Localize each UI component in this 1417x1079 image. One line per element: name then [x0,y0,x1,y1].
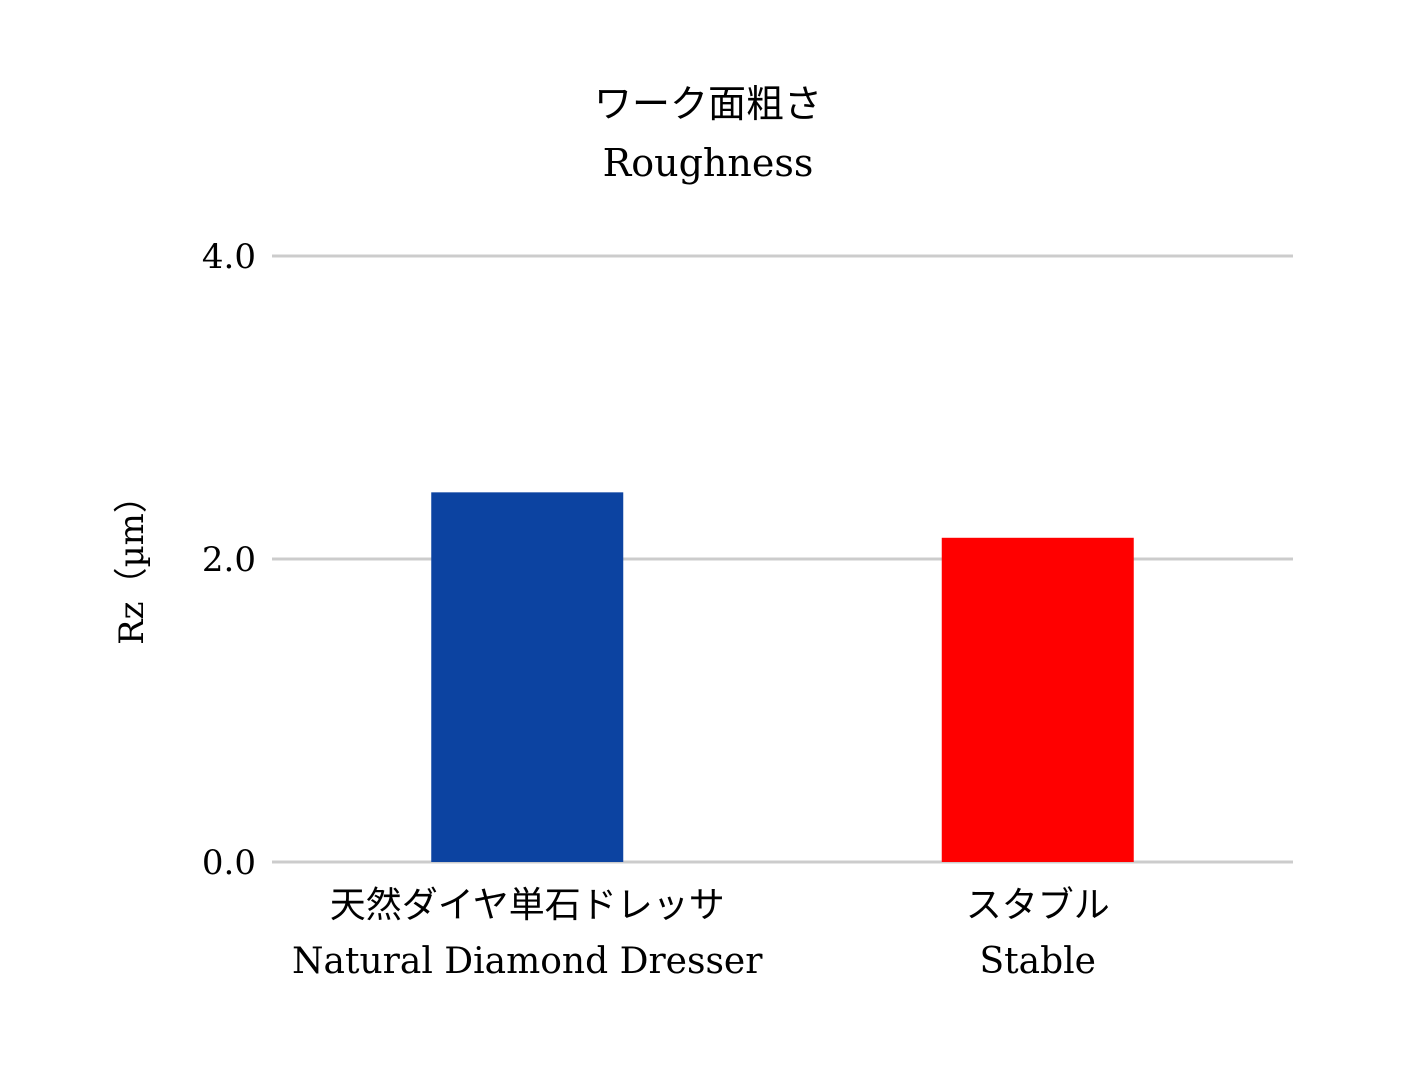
y-tick-label: 0.0 [202,843,256,883]
bar [431,492,624,862]
bars [431,492,1134,862]
x-category-label-ja: スタブル [966,885,1110,926]
x-category-label-en: Natural Diamond Dresser [292,941,763,982]
chart-title-line-1: ワーク面粗さ [594,82,822,126]
chart-title-line-2: Roughness [603,141,814,185]
y-axis-ticks: 0.0 2.0 4.0 [202,237,256,883]
y-tick-label: 4.0 [202,237,256,277]
x-category-label-en: Stable [980,941,1096,982]
y-axis-title: Rz（µm） [112,479,152,645]
gridlines [272,254,1293,864]
x-category-label-ja: 天然ダイヤ単石ドレッサ [330,885,725,926]
bar [941,537,1134,862]
x-axis-categories: 天然ダイヤ単石ドレッサ Natural Diamond Dresser スタブル St… [292,885,1110,982]
y-tick-label: 2.0 [202,540,256,580]
